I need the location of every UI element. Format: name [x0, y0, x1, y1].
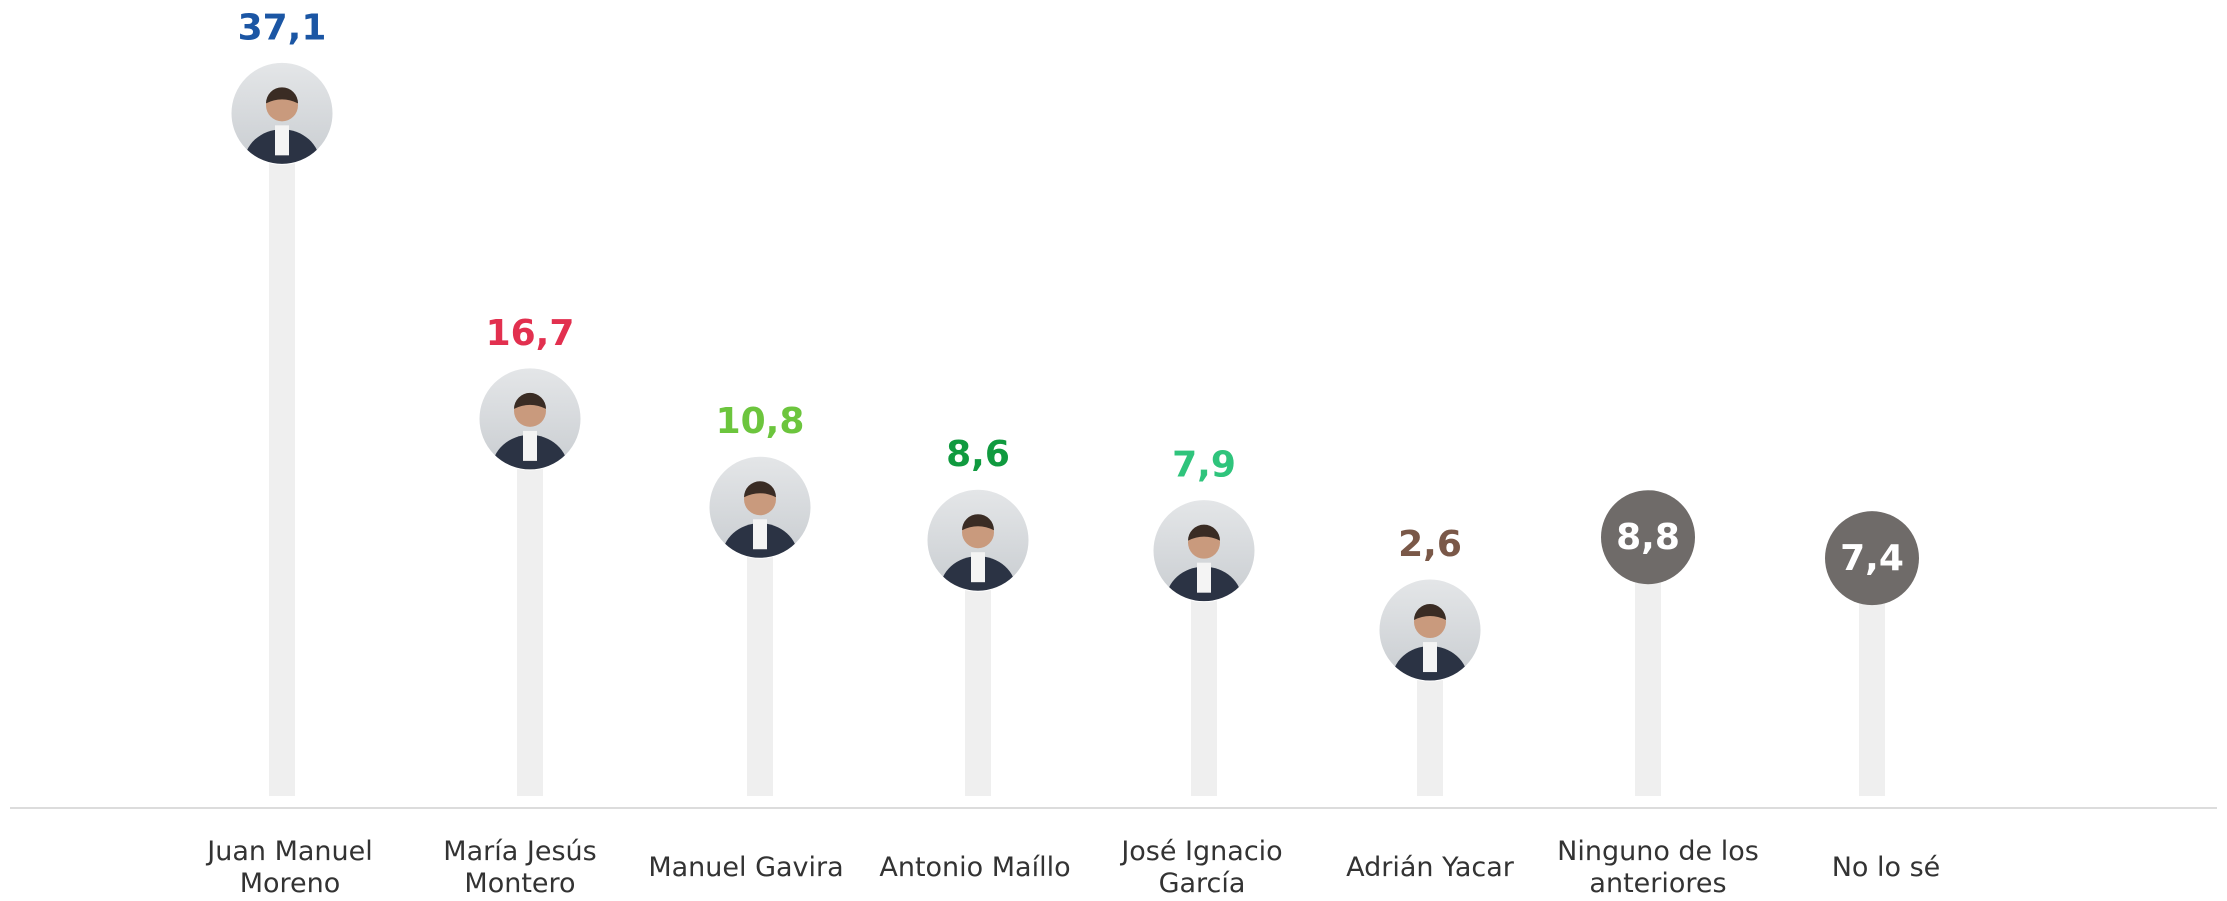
photo-collar — [1197, 562, 1211, 593]
photo — [1152, 499, 1256, 603]
photo-collar — [523, 430, 537, 461]
photo-content — [1153, 499, 1255, 602]
photo-body — [492, 434, 568, 470]
photo-hair — [514, 392, 546, 409]
photo-collar — [753, 519, 767, 550]
marker — [1378, 578, 1482, 682]
photo-body — [940, 556, 1016, 592]
photo-content — [927, 489, 1029, 592]
value-label: 7,9 — [1172, 445, 1236, 486]
marker — [708, 455, 812, 559]
photo-hair — [744, 481, 776, 498]
marker — [1152, 499, 1256, 603]
x-tick-label: María Jesús Montero — [443, 836, 597, 899]
photo-hair — [962, 514, 994, 531]
stem — [517, 418, 543, 796]
photo-body — [244, 129, 320, 165]
photo-body — [722, 523, 798, 559]
photo — [230, 61, 334, 165]
photo-content — [709, 456, 811, 559]
photo-body — [1392, 646, 1468, 682]
photo-content — [1379, 579, 1481, 682]
photo-hair — [1414, 604, 1446, 621]
x-tick-label: No lo sé — [1831, 852, 1941, 883]
value-label: 8,6 — [946, 434, 1010, 475]
x-tick-label: Manuel Gavira — [648, 852, 844, 883]
photo — [708, 455, 812, 559]
x-tick-label: Adrián Yacar — [1346, 852, 1514, 883]
photo-body — [1166, 566, 1242, 602]
value-label: 37,1 — [238, 7, 327, 48]
x-tick-label: Ninguno de los anteriores — [1557, 836, 1759, 899]
photo-collar — [275, 125, 289, 156]
photo-content — [479, 367, 581, 470]
photo — [478, 367, 582, 471]
x-tick-label: Juan Manuel Moreno — [207, 836, 373, 899]
stem — [269, 113, 295, 796]
photo — [1378, 578, 1482, 682]
photo-collar — [971, 552, 985, 583]
value-label: 7,4 — [1840, 538, 1904, 579]
photo-hair — [266, 87, 298, 104]
photo-hair — [1188, 524, 1220, 541]
value-label: 2,6 — [1398, 524, 1462, 565]
value-label: 10,8 — [716, 401, 805, 442]
x-tick-label: José Ignacio García — [1121, 836, 1283, 899]
marker — [1825, 511, 1919, 606]
photo — [926, 488, 1030, 592]
value-label: 8,8 — [1616, 517, 1680, 558]
photo-collar — [1423, 642, 1437, 673]
marker — [478, 367, 582, 471]
value-label: 16,7 — [486, 313, 575, 354]
x-tick-label: Antonio Maíllo — [879, 852, 1071, 883]
photo-content — [231, 62, 333, 165]
marker — [1601, 490, 1695, 585]
marker — [230, 61, 334, 165]
marker — [926, 488, 1030, 592]
